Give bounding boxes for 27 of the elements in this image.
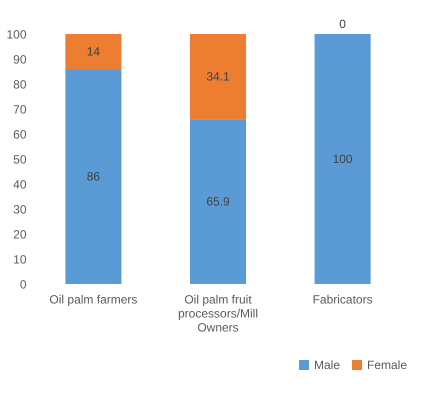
y-tick-label: 100	[6, 28, 27, 42]
y-tick-label: 40	[13, 178, 27, 192]
x-tick-label: Oil palm farmers	[49, 292, 138, 306]
y-tick-label: 10	[13, 252, 27, 266]
legend-label: Female	[367, 358, 408, 372]
bar	[65, 69, 122, 284]
data-label: 86	[86, 170, 100, 184]
bar	[65, 34, 122, 69]
y-tick-label: 50	[13, 152, 27, 166]
x-tick-label: Oil palm fruit processors/Mill Owners	[178, 292, 258, 334]
data-label: 65.9	[206, 194, 230, 209]
bar	[190, 119, 246, 284]
legend-label: Male	[314, 358, 340, 372]
data-label: 100	[332, 152, 353, 166]
y-tick-label: 90	[13, 52, 27, 66]
data-label: 14	[86, 44, 100, 58]
y-tick-label: 0	[20, 278, 27, 292]
y-tick-label: 60	[13, 128, 27, 142]
x-tick-label: Fabricators	[312, 292, 373, 306]
data-label: 34.1	[206, 70, 230, 84]
data-label: 0	[339, 17, 346, 31]
bar	[190, 34, 246, 120]
y-tick-label: 30	[13, 202, 27, 216]
y-tick-label: 20	[13, 228, 27, 242]
bar	[314, 34, 371, 284]
y-tick-label: 80	[13, 78, 27, 92]
y-tick-label: 70	[13, 102, 27, 116]
